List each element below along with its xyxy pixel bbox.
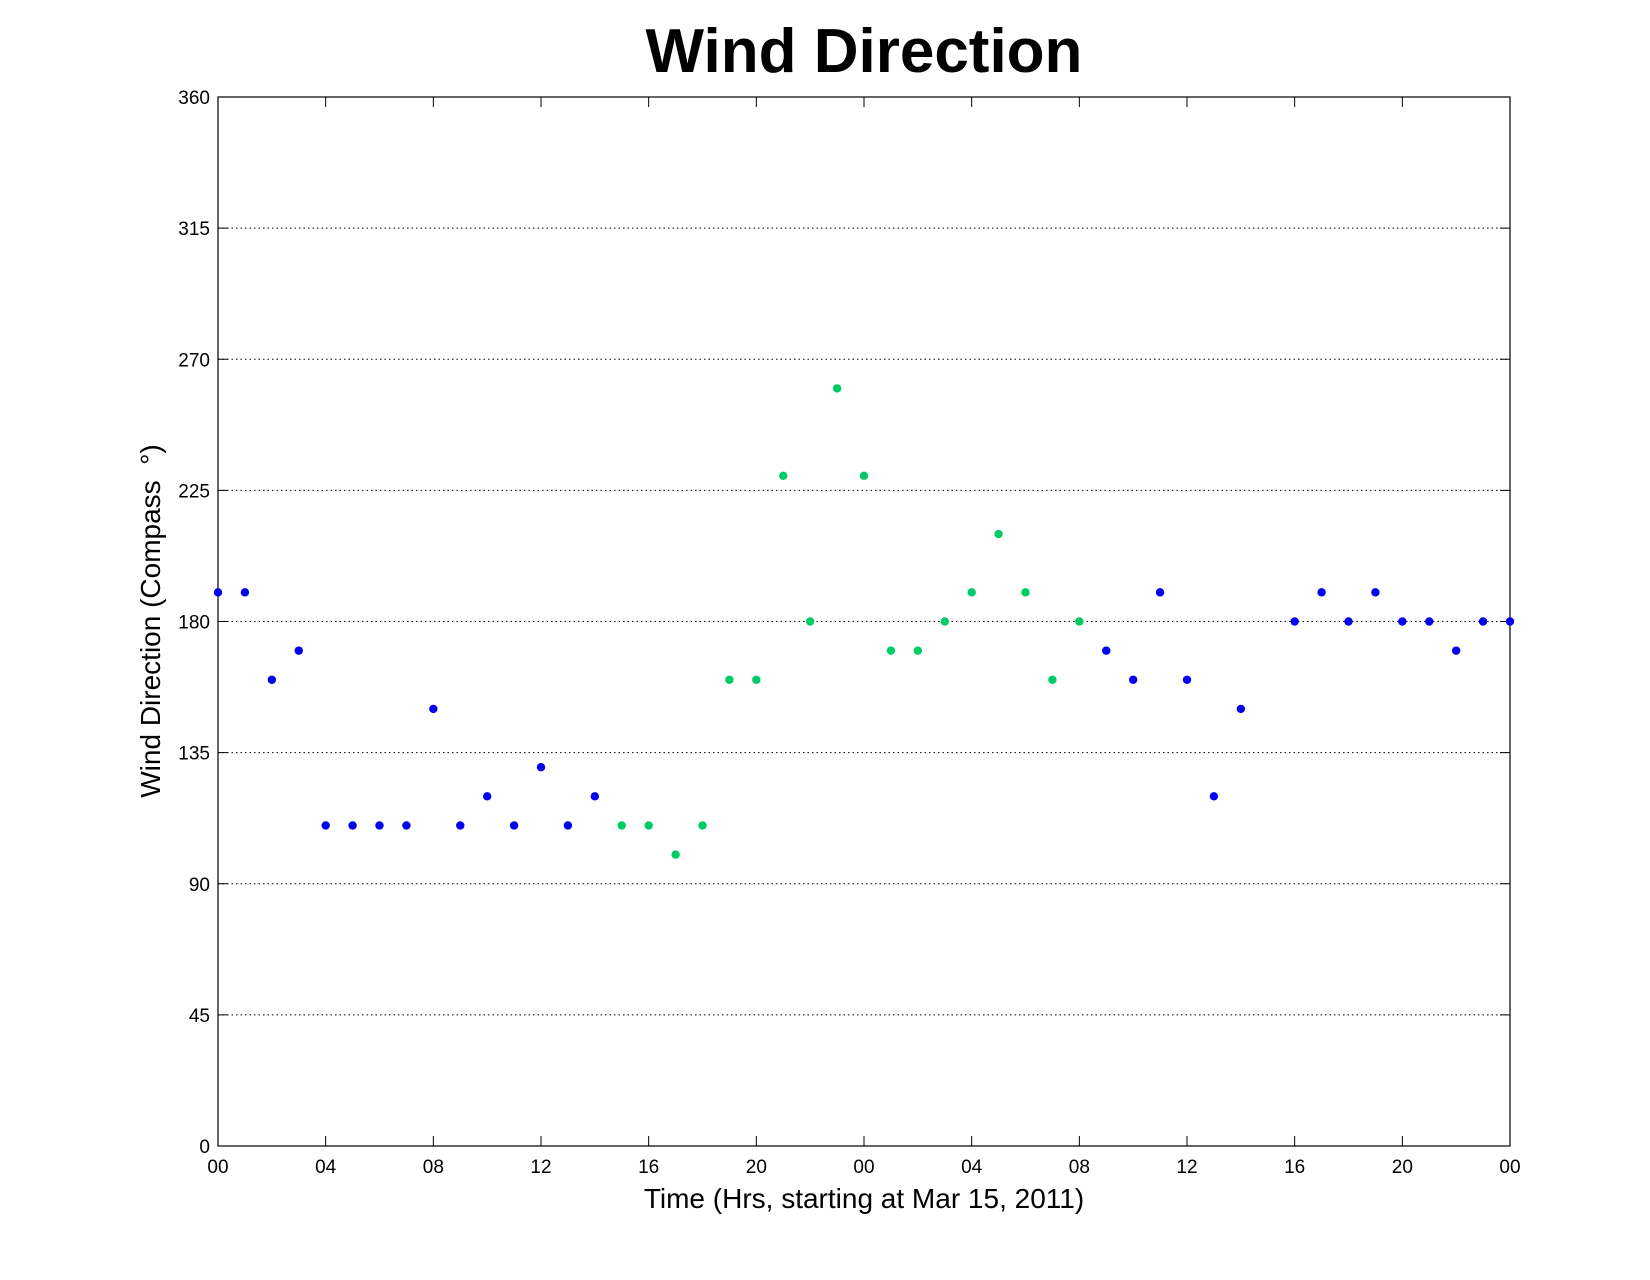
data-point <box>1317 588 1326 597</box>
data-point <box>1344 617 1353 626</box>
data-point <box>1290 617 1299 626</box>
data-point <box>617 821 626 830</box>
data-point <box>1425 617 1434 626</box>
data-point <box>779 471 788 481</box>
y-tick-label: 180 <box>178 613 210 634</box>
y-tick-label: 45 <box>189 1006 210 1027</box>
y-tick-label: 270 <box>178 350 210 371</box>
data-point <box>1155 588 1165 597</box>
data-point <box>1371 588 1380 597</box>
data-point <box>321 821 330 830</box>
y-tick-label: 90 <box>189 875 210 896</box>
y-tick-label: 315 <box>178 219 210 240</box>
y-tick-label: 0 <box>199 1137 210 1158</box>
x-tick-label: 12 <box>1176 1157 1197 1178</box>
x-tick-label: 00 <box>853 1157 874 1178</box>
data-point <box>213 588 223 597</box>
data-point <box>456 821 465 830</box>
y-tick-label: 225 <box>178 481 210 502</box>
data-point <box>698 821 707 830</box>
x-tick-label: 08 <box>1069 1157 1090 1178</box>
data-point <box>294 646 303 655</box>
data-point <box>725 675 734 684</box>
data-point <box>1451 646 1461 655</box>
x-axis-label: Time (Hrs, starting at Mar 15, 2011) <box>644 1183 1084 1214</box>
y-tick-label: 360 <box>178 88 210 109</box>
data-point <box>940 617 949 626</box>
data-point <box>590 792 600 801</box>
data-points <box>213 384 1515 859</box>
y-tick-label: 135 <box>178 744 210 765</box>
data-point <box>1182 675 1192 684</box>
data-point <box>482 792 492 801</box>
data-point <box>1128 675 1138 684</box>
data-point <box>1048 675 1057 684</box>
data-point <box>509 821 519 830</box>
data-point <box>859 471 869 481</box>
x-tick-label: 12 <box>530 1157 551 1178</box>
x-tick-label: 08 <box>423 1157 444 1178</box>
data-point <box>913 646 923 655</box>
data-point <box>267 675 277 684</box>
data-point <box>994 529 1003 539</box>
data-point <box>1236 704 1246 714</box>
data-point <box>429 704 438 714</box>
x-tick-label: 20 <box>746 1157 767 1178</box>
data-point <box>886 646 896 655</box>
chart-title: Wind Direction <box>646 17 1083 86</box>
data-point <box>1021 588 1030 597</box>
x-tick-label: 00 <box>1499 1157 1520 1178</box>
x-tick-label: 16 <box>1284 1157 1305 1178</box>
data-point <box>1478 617 1488 626</box>
data-point <box>1075 617 1084 626</box>
x-tick-label: 04 <box>961 1157 983 1178</box>
data-point <box>536 762 546 772</box>
x-tick-label: 00 <box>207 1157 228 1178</box>
data-point <box>1398 617 1407 626</box>
data-point <box>644 821 653 830</box>
data-point <box>832 384 842 393</box>
data-point <box>805 617 815 626</box>
data-point <box>967 588 976 597</box>
data-point <box>1102 646 1111 655</box>
data-point <box>240 588 250 597</box>
y-axis-label: Wind Direction (Compass °) <box>135 444 166 798</box>
data-point <box>1209 792 1219 801</box>
x-tick-label: 16 <box>638 1157 659 1178</box>
x-tick-label: 20 <box>1392 1157 1413 1178</box>
data-point <box>375 821 384 830</box>
x-tick-label: 04 <box>315 1157 337 1178</box>
axis-ticks: 0 45 90 135 180 225 270 315 360 00 04 08 12 16 20 00 04 0… <box>178 88 1520 1178</box>
data-point <box>563 821 573 830</box>
data-point <box>671 850 680 859</box>
data-point <box>348 821 357 830</box>
data-point <box>1505 617 1515 626</box>
data-point <box>402 821 411 830</box>
data-point <box>752 675 761 684</box>
